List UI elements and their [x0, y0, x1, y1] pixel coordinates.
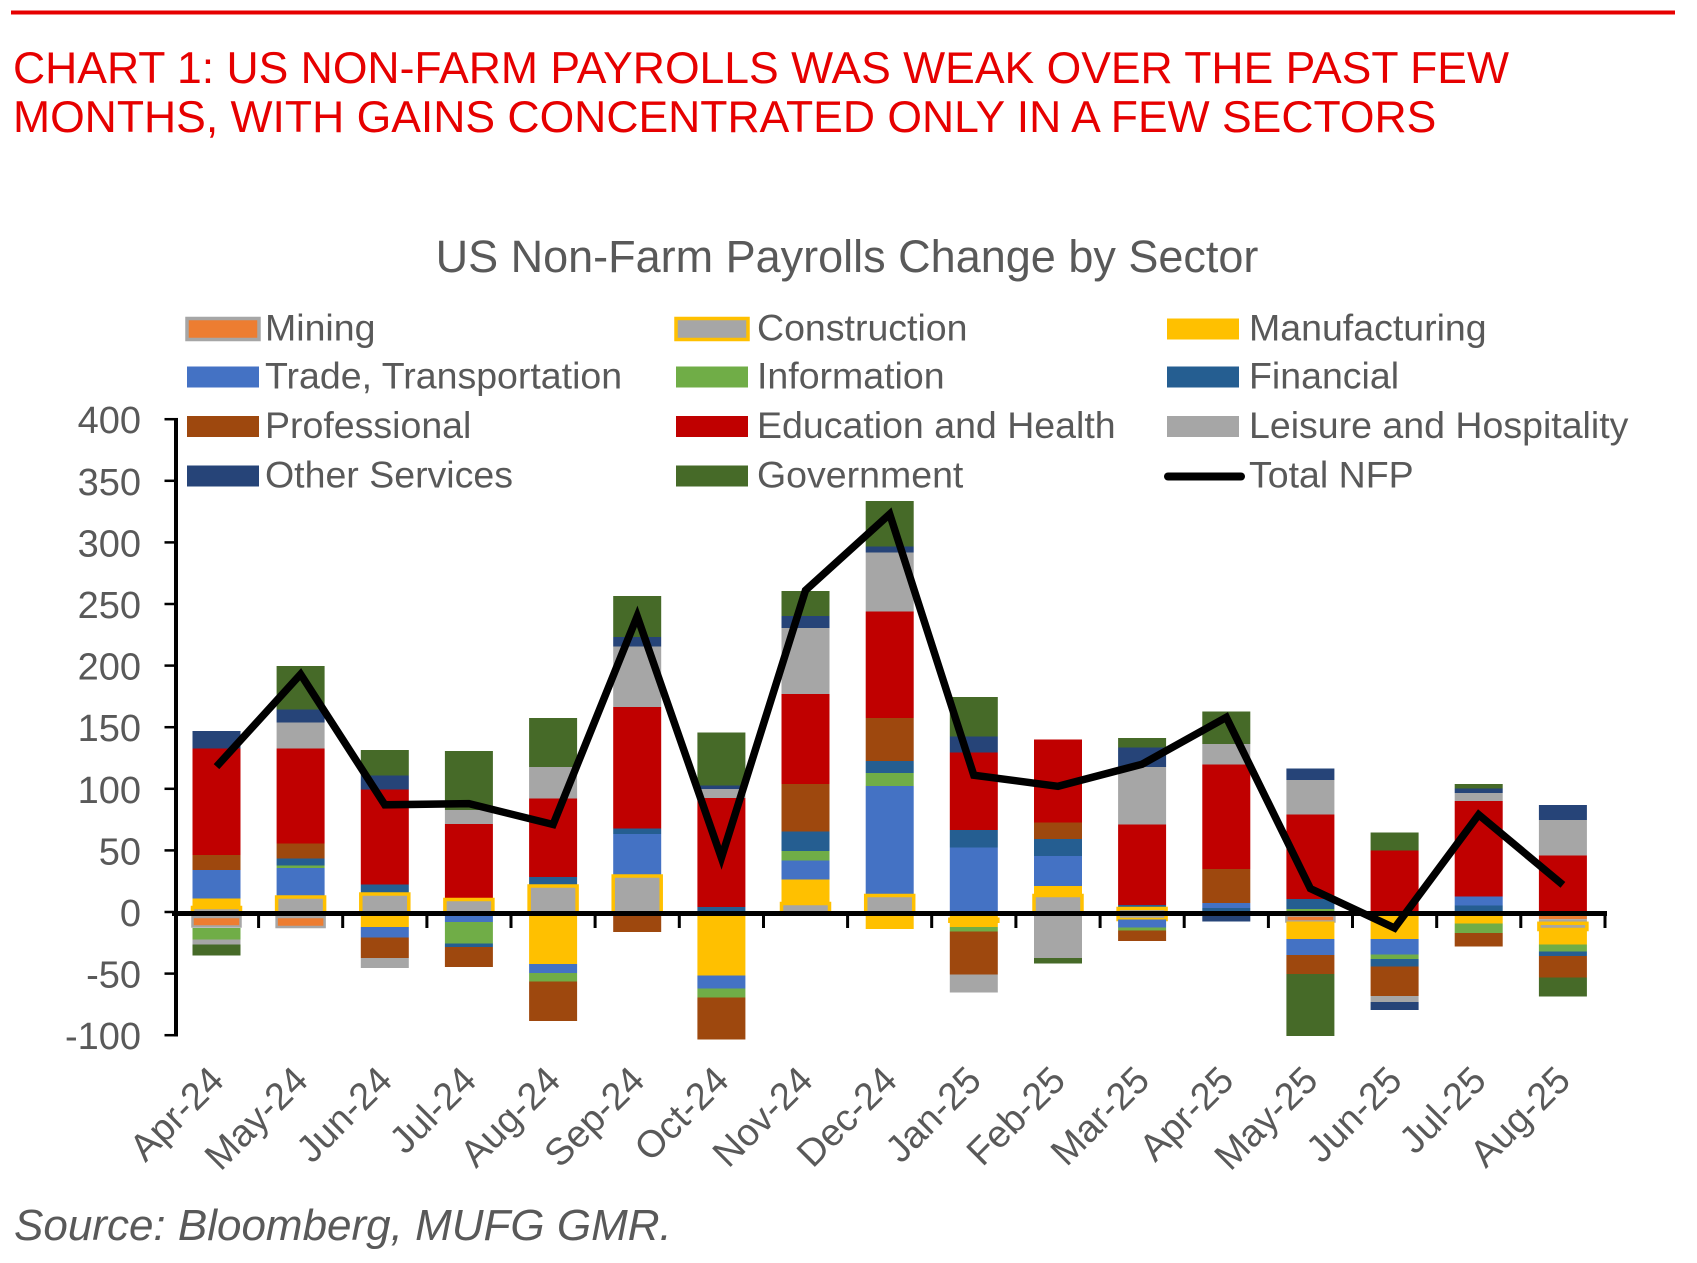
- svg-text:Leisure and Hospitality: Leisure and Hospitality: [1249, 404, 1629, 446]
- svg-text:-50: -50: [86, 955, 141, 997]
- svg-text:Total NFP: Total NFP: [1249, 454, 1414, 496]
- svg-text:Education and Health: Education and Health: [757, 404, 1116, 446]
- svg-text:Other Services: Other Services: [265, 454, 513, 496]
- svg-text:100: 100: [78, 770, 141, 812]
- svg-text:0: 0: [120, 893, 141, 935]
- svg-text:-100: -100: [65, 1016, 141, 1058]
- svg-text:Trade, Transportation: Trade, Transportation: [265, 355, 622, 397]
- svg-text:250: 250: [78, 585, 141, 627]
- svg-text:Information: Information: [757, 355, 945, 397]
- svg-text:Financial: Financial: [1249, 355, 1399, 397]
- svg-text:Government: Government: [757, 454, 964, 496]
- svg-text:Manufacturing: Manufacturing: [1249, 307, 1487, 349]
- svg-text:MONTHS, WITH GAINS CONCENTRATE: MONTHS, WITH GAINS CONCENTRATED ONLY IN …: [13, 93, 1436, 142]
- svg-text:Construction: Construction: [757, 307, 968, 349]
- svg-text:US Non-Farm Payrolls Change by: US Non-Farm Payrolls Change by Sector: [436, 231, 1259, 282]
- svg-text:300: 300: [78, 523, 141, 565]
- svg-text:Mining: Mining: [265, 307, 375, 349]
- svg-text:Professional: Professional: [265, 404, 471, 446]
- svg-text:350: 350: [78, 462, 141, 504]
- svg-text:Source: Bloomberg, MUFG GMR.: Source: Bloomberg, MUFG GMR.: [14, 1201, 672, 1250]
- svg-text:400: 400: [78, 400, 141, 442]
- svg-text:50: 50: [99, 831, 141, 873]
- svg-text:150: 150: [78, 708, 141, 750]
- svg-text:200: 200: [78, 647, 141, 689]
- svg-text:CHART 1: US NON-FARM PAYROLLS: CHART 1: US NON-FARM PAYROLLS WAS WEAK O…: [13, 44, 1509, 93]
